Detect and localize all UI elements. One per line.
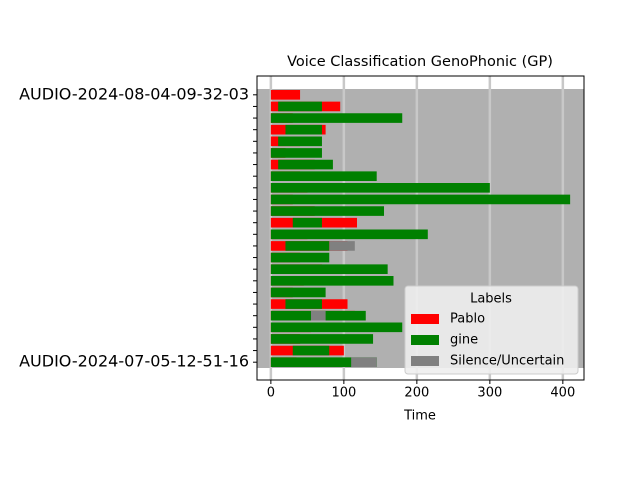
bars [270,90,571,367]
segment [270,113,403,123]
legend-title: Labels [470,292,512,307]
x-tick-label: 0 [267,386,275,401]
segment [270,148,322,158]
segment [270,264,388,274]
segment [278,101,322,112]
legend-swatch [411,356,439,366]
segment [270,171,377,181]
segment [270,276,394,286]
y-tick-label: AUDIO-2024-07-05-12-51-16 [19,352,249,371]
legend-swatch [411,314,439,324]
y-tick-label: AUDIO-2024-08-04-09-32-03 [19,84,249,103]
segment [285,299,322,309]
segment [278,159,333,170]
segment [270,194,571,205]
segment [292,217,322,228]
x-tick-label: 100 [331,386,356,401]
segment [292,345,330,356]
segment [285,241,330,251]
legend-label: Silence/Uncertain [450,354,564,369]
segment [270,229,428,240]
plot-frame [256,75,585,381]
segment [270,322,403,333]
segment [270,357,377,367]
segment [270,287,326,298]
segment [270,183,490,193]
legend-label: Pablo [450,312,485,327]
segment [351,357,377,367]
x-tick-label: 400 [550,386,575,401]
segment [329,241,355,251]
chart-title: Voice Classification GenoPhonic (GP) [287,54,553,70]
segment [270,206,385,216]
legend-label: gine [450,333,478,348]
legend-box [404,285,579,375]
x-tick-label: 300 [477,386,502,401]
x-axis-label: Time [403,409,436,424]
segment [285,124,322,135]
segment [278,136,322,147]
segment [311,310,326,321]
x-tick-label: 200 [404,386,429,401]
segment [270,334,374,344]
segment [270,90,301,100]
segment [270,252,330,263]
legend-swatch [411,335,439,345]
